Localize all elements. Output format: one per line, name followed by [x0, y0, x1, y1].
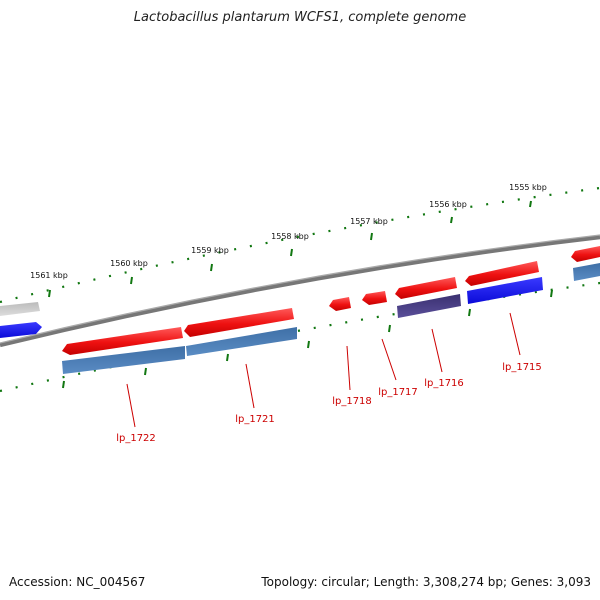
- gene-lp_1722-cds[interactable]: [62, 346, 185, 374]
- gene-lp_1715-cds[interactable]: [467, 277, 543, 304]
- genome-summary-text: Topology: circular; Length: 3,308,274 bp…: [261, 575, 591, 589]
- leader-lp_1721: [245, 363, 255, 409]
- gene-lp_1716-arrow[interactable]: [395, 277, 457, 299]
- gene-lp_1722-arrow[interactable]: [62, 327, 183, 355]
- tick-label: 1557 kbp: [350, 217, 388, 226]
- gene-label-lp_1718: lp_1718: [332, 396, 372, 407]
- gene-lp_1718-arrow[interactable]: [329, 297, 351, 311]
- gene-lp_1721-arrow[interactable]: [184, 308, 294, 337]
- map-title: Lactobacillus plantarum WCFS1, complete …: [133, 10, 467, 25]
- major-tick: [388, 324, 391, 333]
- tick-group-1556: 1556 kbp: [429, 200, 467, 224]
- gene-lp_1721-cds[interactable]: [186, 327, 297, 356]
- major-tick: [307, 340, 310, 349]
- tick-label: 1556 kbp: [429, 200, 467, 209]
- gene-label-lp_1722: lp_1722: [116, 433, 156, 444]
- feature-blue-left[interactable]: [0, 322, 42, 338]
- tick-group-1561: 1561 kbp: [30, 271, 68, 298]
- tick-group-1559: 1559 kbp: [191, 246, 229, 272]
- gene-label-lp_1715: lp_1715: [502, 362, 542, 373]
- gene-label-lp_1716: lp_1716: [424, 378, 464, 389]
- leader-lp_1718: [346, 345, 351, 391]
- backbone-highlight: [0, 234, 600, 344]
- tick-group-1555: 1555 kbp: [509, 183, 547, 208]
- major-tick: [450, 216, 453, 224]
- major-tick: [62, 380, 65, 389]
- gene-lp_1715-arrow[interactable]: [465, 261, 539, 286]
- inner-ruler: [0, 281, 600, 393]
- feature-grey-left[interactable]: [0, 302, 40, 316]
- leader-lp_1722: [126, 383, 136, 428]
- leader-lines: [126, 312, 521, 428]
- accession-text: Accession: NC_004567: [9, 575, 146, 589]
- leader-lp_1716: [431, 328, 443, 373]
- tick-label: 1558 kbp: [271, 232, 309, 241]
- leader-lp_1715: [509, 312, 521, 356]
- gene-label-lp_1721: lp_1721: [235, 414, 275, 425]
- major-tick: [550, 289, 553, 298]
- tick-group-1558: 1558 kbp: [271, 232, 309, 257]
- feature-red-right[interactable]: [571, 246, 600, 262]
- leader-lp_1717: [381, 338, 397, 381]
- feature-steel-right[interactable]: [573, 263, 600, 281]
- major-tick: [144, 367, 147, 376]
- tick-label: 1555 kbp: [509, 183, 547, 192]
- major-tick: [130, 276, 133, 285]
- major-tick: [529, 200, 532, 208]
- major-tick: [468, 308, 471, 317]
- tick-label: 1561 kbp: [30, 271, 68, 280]
- major-tick: [210, 263, 213, 272]
- genome-backbone: [0, 234, 600, 348]
- tick-group-1560: 1560 kbp: [110, 259, 148, 285]
- major-tick: [370, 232, 373, 241]
- tick-label: 1560 kbp: [110, 259, 148, 268]
- gene-lp_1716-cds[interactable]: [397, 294, 461, 318]
- major-tick: [48, 289, 51, 298]
- major-tick: [226, 353, 229, 362]
- tick-label: 1559 kbp: [191, 246, 229, 255]
- gene-lp_1717-arrow[interactable]: [362, 291, 387, 305]
- major-tick: [290, 248, 293, 257]
- tick-group-1557: 1557 kbp: [350, 217, 388, 241]
- gene-label-lp_1717: lp_1717: [378, 387, 418, 398]
